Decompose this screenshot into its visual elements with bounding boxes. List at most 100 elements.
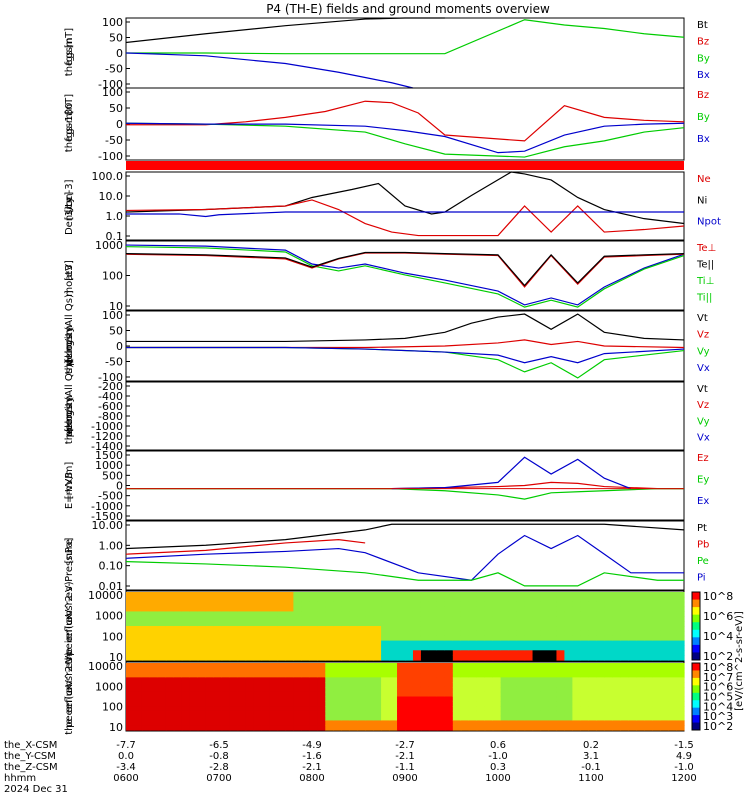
- spec-cell: [500, 706, 510, 712]
- spec-cell: [676, 621, 685, 627]
- spec-cell: [564, 616, 573, 622]
- spec-cell: [476, 691, 486, 698]
- spec-cell: [580, 725, 589, 731]
- spec-cell: [381, 691, 390, 698]
- spec-cell: [444, 725, 454, 731]
- spec-cell: [389, 611, 398, 617]
- spec-cell: [676, 592, 685, 598]
- y-tick-label: -50: [105, 134, 123, 147]
- spec-cell: [580, 630, 589, 637]
- spec-cell: [540, 655, 550, 661]
- spec-cell: [676, 686, 685, 693]
- spec-cell: [556, 686, 566, 693]
- spec-cell: [660, 635, 669, 642]
- spec-cell: [604, 701, 613, 707]
- spec-cell: [428, 645, 438, 651]
- spec-cell: [676, 655, 685, 661]
- spec-cell: [668, 691, 677, 698]
- spec-cell: [309, 720, 318, 726]
- spec-cell: [540, 691, 550, 698]
- spec-cell: [556, 655, 566, 661]
- spec-cell: [405, 630, 414, 637]
- spec-cell: [317, 611, 326, 617]
- spec-cell: [301, 640, 310, 647]
- series-Ti||: [125, 246, 685, 308]
- spec-cell: [516, 655, 526, 661]
- spec-cell: [644, 635, 653, 642]
- spec-cell: [349, 682, 358, 688]
- spec-cell: [556, 650, 566, 656]
- spec-cell: [564, 720, 573, 726]
- spec-cell: [165, 701, 175, 707]
- spec-cell: [173, 616, 183, 622]
- series-Ne: [125, 199, 685, 237]
- spec-cell: [668, 686, 677, 693]
- spec-cell: [333, 596, 342, 603]
- spec-cell: [636, 706, 645, 712]
- spec-cell: [285, 710, 294, 717]
- spec-cell: [468, 606, 478, 613]
- y-label-line: the: [64, 358, 75, 374]
- spec-cell: [245, 655, 255, 661]
- spec-cell: [301, 630, 310, 637]
- spec-cell: [133, 640, 143, 647]
- spec-cell: [644, 630, 653, 637]
- spec-cell: [165, 645, 175, 651]
- spec-cell: [628, 706, 637, 712]
- spec-cell: [309, 677, 318, 683]
- spec-cell: [341, 592, 350, 598]
- spec-cell: [556, 640, 566, 647]
- spec-cell: [620, 616, 629, 622]
- legend-Ex: Ex: [697, 496, 709, 507]
- spec-cell: [141, 640, 151, 647]
- spec-cell: [173, 596, 183, 603]
- spec-cell: [604, 691, 613, 698]
- spec-cell: [548, 601, 558, 608]
- spec-cell: [660, 696, 669, 702]
- spec-cell: [436, 682, 446, 688]
- series-Vy: [126, 346, 685, 379]
- spec-cell: [604, 626, 613, 632]
- series-Te||: [125, 251, 685, 287]
- spec-cell: [126, 592, 135, 598]
- spec-cell: [381, 601, 390, 608]
- spec-cell: [205, 621, 215, 627]
- spec-cell: [476, 672, 486, 678]
- spec-cell: [436, 725, 446, 731]
- spec-cell: [620, 601, 629, 608]
- spec-cell: [660, 701, 669, 707]
- series-Pb: [125, 539, 366, 555]
- spec-cell: [452, 682, 462, 688]
- x-row-value: -1.0: [488, 751, 508, 762]
- spec-cell: [349, 655, 358, 661]
- spec-cell: [612, 715, 621, 722]
- spec-cell: [628, 720, 637, 726]
- spec-cell: [285, 701, 294, 707]
- spec-cell: [141, 710, 151, 717]
- spec-cell: [325, 635, 334, 642]
- spec-cell: [636, 720, 645, 726]
- spec-cell: [173, 706, 183, 712]
- spec-cell: [277, 720, 287, 726]
- spec-cell: [444, 626, 454, 632]
- spec-cell: [420, 601, 430, 608]
- x-row-value: 0900: [392, 773, 417, 784]
- colorbar-swatch: [692, 670, 700, 679]
- spec-cell: [157, 667, 167, 674]
- spec-cell: [341, 626, 350, 632]
- spec-cell: [660, 655, 669, 661]
- spec-cell: [309, 663, 318, 669]
- spec-cell: [357, 725, 366, 731]
- spec-cell: [389, 645, 398, 651]
- y-label-line: gsm: [64, 395, 75, 416]
- spec-cell: [668, 616, 677, 622]
- spec-cell: [389, 616, 398, 622]
- y-label-line: [cm-3]: [64, 179, 75, 212]
- spec-cell: [341, 667, 350, 674]
- spec-cell: [205, 655, 215, 661]
- spec-cell: [341, 630, 350, 637]
- spec-cell: [197, 691, 207, 698]
- spec-cell: [205, 672, 215, 678]
- legend-Bt: Bt: [697, 20, 708, 31]
- spec-cell: [428, 725, 438, 731]
